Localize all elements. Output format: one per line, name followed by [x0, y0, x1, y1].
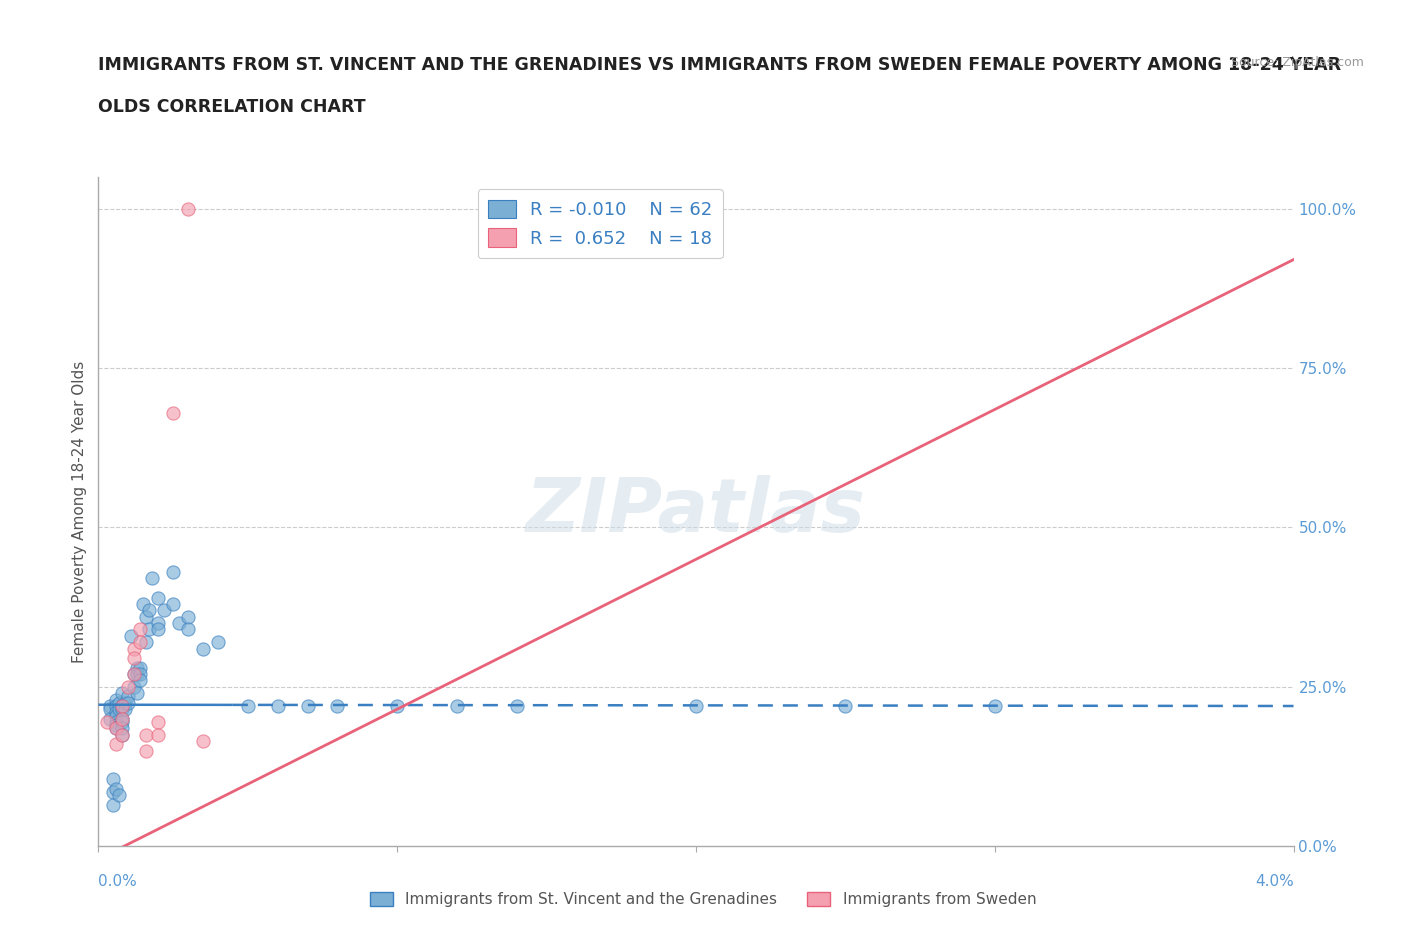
Point	[111, 711, 134, 726]
Point	[105, 708, 128, 723]
Point	[127, 667, 149, 682]
Point	[148, 616, 170, 631]
Point	[117, 696, 139, 711]
Point	[111, 698, 134, 713]
Point	[111, 727, 134, 742]
Point	[105, 698, 128, 713]
Point	[297, 698, 319, 713]
Text: Source: ZipAtlas.com: Source: ZipAtlas.com	[1230, 56, 1364, 69]
Point	[98, 711, 122, 726]
Point	[191, 641, 214, 656]
Legend: Immigrants from St. Vincent and the Grenadines, Immigrants from Sweden: Immigrants from St. Vincent and the Gren…	[364, 885, 1042, 913]
Point	[326, 698, 349, 713]
Point	[98, 702, 122, 717]
Point	[177, 622, 200, 637]
Point	[267, 698, 290, 713]
Point	[114, 696, 136, 711]
Point	[96, 714, 118, 729]
Point	[127, 660, 149, 675]
Point	[129, 673, 152, 688]
Point	[148, 591, 170, 605]
Point	[148, 622, 170, 637]
Point	[124, 667, 146, 682]
Text: 0.0%: 0.0%	[98, 874, 138, 889]
Point	[148, 714, 170, 729]
Point	[135, 609, 157, 624]
Point	[105, 692, 128, 707]
Point	[124, 667, 146, 682]
Point	[135, 727, 157, 742]
Text: 4.0%: 4.0%	[1254, 874, 1294, 889]
Point	[167, 616, 190, 631]
Point	[105, 721, 128, 736]
Point	[385, 698, 409, 713]
Point	[191, 734, 214, 749]
Point	[117, 680, 139, 695]
Point	[129, 660, 152, 675]
Point	[506, 698, 529, 713]
Point	[108, 788, 131, 803]
Point	[207, 635, 229, 650]
Point	[141, 571, 163, 586]
Point	[129, 622, 152, 637]
Point	[117, 689, 139, 704]
Point	[236, 698, 259, 713]
Point	[111, 714, 134, 729]
Point	[177, 201, 200, 216]
Point	[446, 698, 468, 713]
Point	[148, 727, 170, 742]
Point	[111, 727, 134, 742]
Point	[685, 698, 707, 713]
Point	[177, 609, 200, 624]
Point	[132, 596, 155, 611]
Point	[135, 743, 157, 758]
Point	[129, 667, 152, 682]
Point	[103, 797, 125, 812]
Point	[138, 603, 160, 618]
Point	[111, 698, 134, 713]
Point	[111, 685, 134, 700]
Point	[105, 718, 128, 733]
Text: IMMIGRANTS FROM ST. VINCENT AND THE GRENADINES VS IMMIGRANTS FROM SWEDEN FEMALE : IMMIGRANTS FROM ST. VINCENT AND THE GREN…	[98, 56, 1341, 73]
Point	[153, 603, 176, 618]
Point	[135, 635, 157, 650]
Point	[105, 721, 128, 736]
Point	[98, 698, 122, 713]
Point	[108, 696, 131, 711]
Point	[162, 565, 184, 579]
Point	[114, 702, 136, 717]
Point	[103, 772, 125, 787]
Point	[105, 705, 128, 720]
Point	[120, 629, 142, 644]
Text: OLDS CORRELATION CHART: OLDS CORRELATION CHART	[98, 98, 366, 115]
Point	[105, 714, 128, 729]
Point	[105, 737, 128, 751]
Point	[124, 680, 146, 695]
Point	[162, 596, 184, 611]
Point	[103, 785, 125, 800]
Point	[124, 651, 146, 666]
Point	[127, 685, 149, 700]
Point	[124, 641, 146, 656]
Y-axis label: Female Poverty Among 18-24 Year Olds: Female Poverty Among 18-24 Year Olds	[72, 361, 87, 663]
Point	[111, 721, 134, 736]
Point	[111, 702, 134, 717]
Point	[138, 622, 160, 637]
Point	[105, 781, 128, 796]
Point	[834, 698, 856, 713]
Point	[111, 711, 134, 726]
Legend: R = -0.010    N = 62, R =  0.652    N = 18: R = -0.010 N = 62, R = 0.652 N = 18	[478, 189, 723, 259]
Point	[983, 698, 1005, 713]
Point	[162, 405, 184, 420]
Point	[108, 702, 131, 717]
Point	[129, 635, 152, 650]
Text: ZIPatlas: ZIPatlas	[526, 475, 866, 548]
